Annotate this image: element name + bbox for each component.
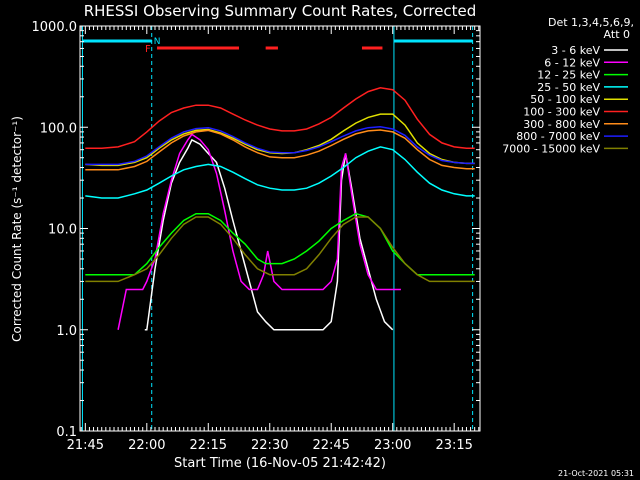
x-tick-label-3: 22:30 [251, 438, 288, 453]
legend-label-2: 12 - 25 keV [537, 69, 600, 82]
legend-header-line2: Att 0 [604, 28, 630, 41]
x-tick-label-0: 21:45 [67, 438, 104, 453]
y-tick-label-2: 10.0 [48, 223, 77, 238]
legend-label-6: 300 - 800 keV [523, 118, 600, 131]
y-tick-label-4: 1000.0 [32, 20, 78, 35]
footer-timestamp: 21-Oct-2021 05:31 [558, 469, 634, 478]
legend-label-0: 3 - 6 keV [551, 44, 600, 57]
y-axis-label: Corrected Count Rate (s⁻¹ detector⁻¹) [10, 116, 24, 342]
x-tick-label-4: 22:45 [312, 438, 349, 453]
legend-label-4: 50 - 100 keV [530, 93, 600, 106]
x-tick-label-2: 22:15 [190, 438, 227, 453]
legend-label-1: 6 - 12 keV [544, 56, 600, 69]
y-tick-label-3: 100.0 [40, 121, 77, 136]
plot-area: NF 0.1 1.0 10.0 100.0 1000.0 21:45 22:00 22:15 22… [32, 20, 481, 453]
series-line-5 [85, 87, 475, 150]
legend-label-5: 100 - 300 keV [523, 106, 600, 119]
y-tick-label-1: 1.0 [56, 324, 77, 339]
y-tick-label-0: 0.1 [56, 425, 77, 440]
series-line-7 [85, 126, 475, 166]
x-tick-label-6: 23:15 [435, 438, 472, 453]
night-label: N [154, 37, 161, 47]
series-line-8 [85, 216, 475, 283]
legend-label-8: 7000 - 15000 keV [502, 142, 600, 155]
x-tick-label-1: 22:00 [128, 438, 165, 453]
x-tick-label-5: 23:00 [374, 438, 411, 453]
chart-title: RHESSI Observing Summary Count Rates, Co… [84, 2, 477, 20]
series-line-3 [85, 146, 475, 199]
legend-label-7: 800 - 7000 keV [516, 130, 600, 143]
x-axis-label: Start Time (16-Nov-05 21:42:42) [174, 456, 386, 471]
series-line-1 [117, 133, 401, 330]
flare-label: F [145, 44, 151, 55]
legend-label-3: 25 - 50 keV [537, 81, 600, 94]
legend-header-line1: Det 1,3,4,5,6,9, [548, 16, 634, 29]
series-line-6 [85, 129, 475, 171]
